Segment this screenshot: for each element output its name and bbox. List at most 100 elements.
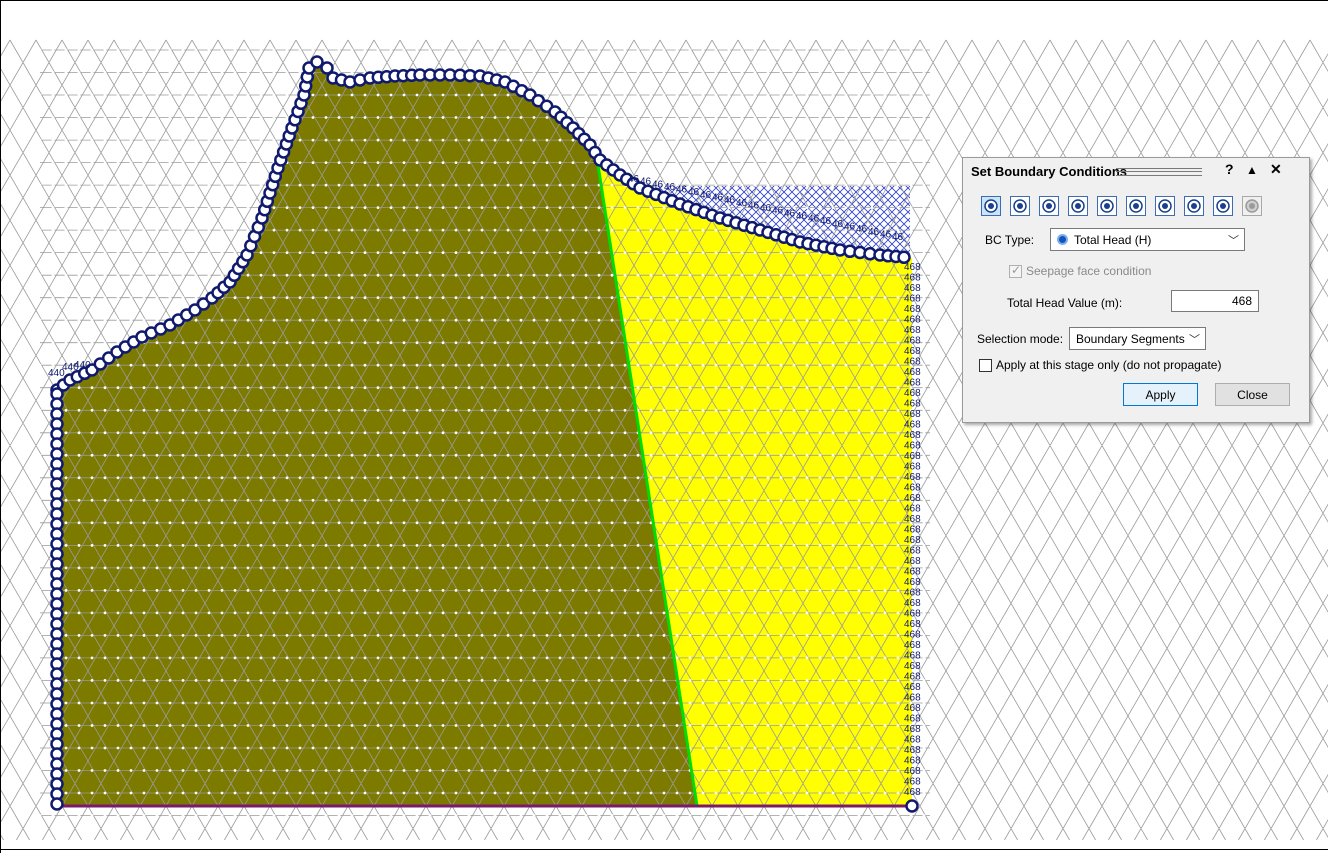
apply-button[interactable]: Apply: [1123, 383, 1198, 406]
downstream-head-label: 468: [904, 588, 921, 599]
downstream-head-label: 468: [904, 472, 921, 483]
slope-head-label: 46: [664, 182, 676, 193]
downstream-head-label: 468: [904, 661, 921, 672]
bc-type-value: Total Head (H): [1074, 233, 1152, 247]
seepage-face-icon[interactable]: [1039, 196, 1059, 216]
slope-head-label: 46: [784, 208, 796, 219]
pressure-head-icon[interactable]: [1010, 196, 1030, 216]
slope-head-label: 46: [892, 232, 904, 243]
drag-grip[interactable]: [1116, 168, 1202, 176]
slope-head-label: 46: [844, 222, 856, 233]
upstream-head-label: 440: [62, 362, 79, 373]
downstream-head-label: 468: [904, 294, 921, 305]
downstream-head-label: 468: [904, 388, 921, 399]
downstream-head-label: 468: [904, 703, 921, 714]
total-head-marker: [897, 250, 911, 265]
downstream-head-label: 468: [904, 378, 921, 389]
chevron-down-icon: ﹀: [1189, 334, 1200, 346]
upstream-head-label: 440: [48, 368, 65, 379]
downstream-head-label: 468: [904, 651, 921, 662]
set-boundary-conditions-dialog: Set Boundary Conditions ? ▲ ✕ BC Type: T…: [962, 157, 1310, 423]
dam-core-material-region[interactable]: [57, 62, 697, 806]
downstream-head-label: 468: [904, 357, 921, 368]
apply-stage-checkbox[interactable]: [979, 359, 992, 372]
bc-type-select[interactable]: Total Head (H) ﹀: [1050, 228, 1245, 251]
slope-head-label: 46: [796, 211, 808, 222]
downstream-head-label: 468: [904, 346, 921, 357]
unit-flow-icon[interactable]: [1155, 196, 1175, 216]
downstream-head-label: 468: [904, 556, 921, 567]
seepage-face-checkbox[interactable]: [1009, 263, 1022, 278]
selection-mode-label: Selection mode:: [977, 332, 1064, 346]
total-head-marker: [50, 797, 64, 811]
chevron-down-icon: ﹀: [1228, 235, 1239, 247]
total-head-labels: 4404404404684684684684684684684684684684…: [48, 174, 921, 798]
total-head-radio-icon: [1057, 234, 1068, 245]
total-head-marker: [320, 61, 334, 75]
upstream-head-label: 440: [74, 360, 91, 371]
downstream-head-label: 468: [904, 336, 921, 347]
downstream-head-label: 468: [904, 493, 921, 504]
reset-bc-icon[interactable]: [1213, 196, 1233, 216]
slope-head-label: 46: [688, 187, 700, 198]
downstream-head-label: 468: [904, 451, 921, 462]
nodal-flow-icon[interactable]: [1097, 196, 1117, 216]
downstream-head-label: 468: [904, 777, 921, 788]
downstream-head-label: 468: [904, 283, 921, 294]
slope-head-label: 46: [640, 177, 652, 188]
downstream-head-label: 468: [904, 273, 921, 284]
downstream-head-label: 468: [904, 787, 921, 798]
bc-type-label: BC Type:: [985, 233, 1035, 247]
downstream-head-label: 468: [904, 535, 921, 546]
disabled-bc-icon: [1242, 196, 1262, 216]
downstream-head-label: 468: [904, 262, 921, 273]
frame-edge: [0, 0, 1328, 1]
selection-mode-select[interactable]: Boundary Segments ﹀: [1069, 327, 1206, 350]
downstream-head-label: 468: [904, 598, 921, 609]
total-head-marker: [310, 55, 324, 69]
downstream-head-label: 468: [904, 756, 921, 767]
close-button[interactable]: Close: [1215, 383, 1290, 406]
downstream-head-label: 468: [904, 609, 921, 620]
slope-head-label: 46: [808, 214, 820, 225]
slope-head-label: 46: [880, 229, 892, 240]
downstream-head-label: 468: [904, 441, 921, 452]
seepage-face-label: Seepage face condition: [1026, 264, 1152, 278]
downstream-head-label: 468: [904, 724, 921, 735]
downstream-head-label: 468: [904, 546, 921, 557]
downstream-head-label: 468: [904, 577, 921, 588]
downstream-head-label: 468: [904, 367, 921, 378]
slope-head-label: 46: [748, 200, 760, 211]
collapse-button[interactable]: ▲: [1246, 163, 1258, 177]
close-icon[interactable]: ✕: [1270, 161, 1282, 177]
downstream-head-label: 468: [904, 483, 921, 494]
slope-head-label: 46: [832, 219, 844, 230]
downstream-head-label: 468: [904, 420, 921, 431]
material-boundary-line[interactable]: [596, 164, 699, 807]
zero-pressure-icon[interactable]: [1184, 196, 1204, 216]
downstream-head-label: 468: [904, 462, 921, 473]
unknown-bc-icon[interactable]: [1068, 196, 1088, 216]
slope-head-label: 46: [856, 224, 868, 235]
downstream-head-label: 468: [904, 525, 921, 536]
downstream-head-label: 468: [904, 693, 921, 704]
frame-edge: [0, 849, 1328, 850]
downstream-head-label: 468: [904, 640, 921, 651]
downstream-head-label: 468: [904, 315, 921, 326]
slope-head-label: 46: [724, 195, 736, 206]
slope-head-label: 46: [868, 227, 880, 238]
downstream-head-label: 468: [904, 745, 921, 756]
total-head-marker: [905, 799, 919, 813]
slope-head-label: 46: [628, 174, 640, 185]
slope-head-label: 46: [712, 193, 724, 204]
help-button[interactable]: ?: [1225, 161, 1234, 177]
total-head-input[interactable]: 468: [1171, 290, 1259, 312]
total-head-icon[interactable]: [981, 196, 1001, 216]
infiltration-icon[interactable]: [1126, 196, 1146, 216]
mesh-elements: [0, 39, 1328, 841]
downstream-head-label: 468: [904, 682, 921, 693]
downstream-head-label: 468: [904, 672, 921, 683]
downstream-head-label: 468: [904, 619, 921, 630]
